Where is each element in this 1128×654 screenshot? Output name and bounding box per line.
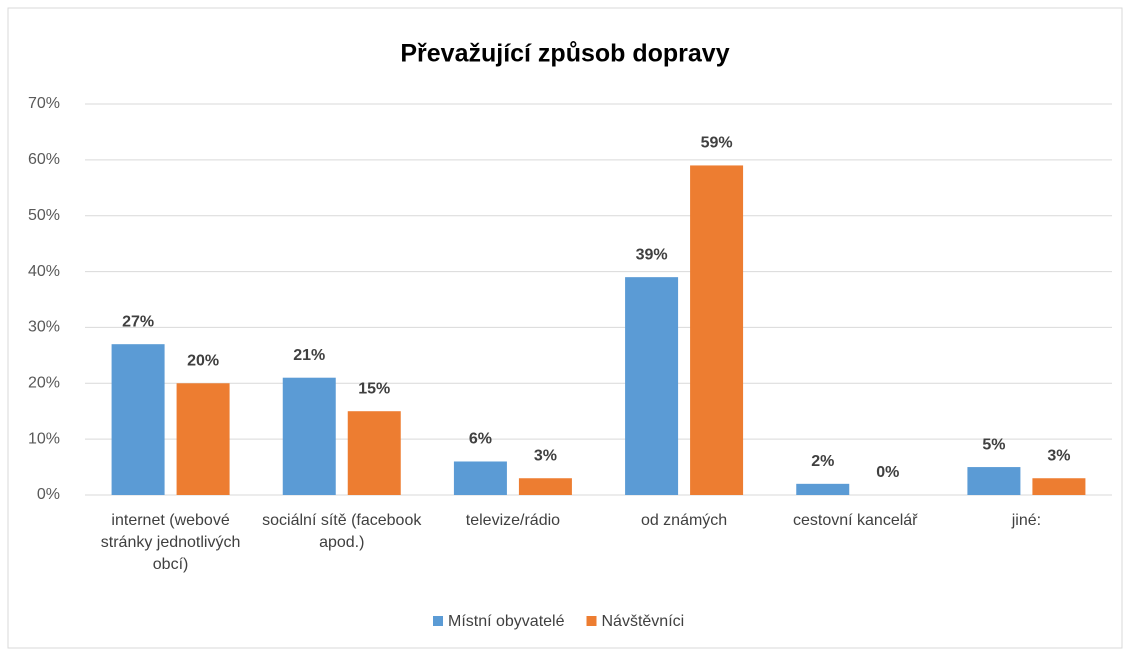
bar (690, 165, 744, 495)
data-label: 20% (187, 353, 219, 370)
y-tick-label: 0% (37, 486, 60, 503)
y-tick-label: 50% (28, 207, 60, 224)
x-tick-label: cestovní kancelář (792, 512, 918, 529)
data-label: 3% (534, 447, 557, 464)
bar (967, 467, 1021, 495)
bar (347, 411, 401, 495)
data-label: 27% (122, 313, 154, 330)
bar (518, 478, 572, 495)
data-label: 59% (701, 135, 733, 152)
y-tick-label: 20% (28, 375, 60, 392)
bar (453, 461, 507, 495)
data-label: 3% (1047, 447, 1070, 464)
y-tick-label: 60% (28, 151, 60, 168)
data-label: 6% (469, 431, 492, 448)
x-tick-label: jiné: (1011, 512, 1042, 529)
bar (1032, 478, 1086, 495)
x-tick-label: sociální sítě (facebook apod.) (262, 512, 422, 551)
data-label: 5% (982, 436, 1005, 453)
bar (625, 277, 679, 495)
legend-label: Návštěvníci (602, 613, 685, 630)
y-tick-label: 40% (28, 263, 60, 280)
legend-swatch (586, 616, 597, 626)
bar (282, 377, 336, 495)
bar (796, 483, 850, 495)
data-label: 21% (293, 347, 325, 364)
x-tick-label: televize/rádio (465, 512, 561, 529)
legend-swatch (433, 616, 443, 626)
chart-title: Převažující způsob dopravy (400, 40, 729, 68)
data-label: 15% (358, 380, 390, 397)
x-tick-label: od známých (640, 512, 728, 529)
data-label: 0% (876, 464, 899, 481)
y-tick-label: 30% (28, 319, 60, 336)
x-tick-label: internet (webové stránky jednotlivých ob… (100, 512, 241, 573)
bar (176, 383, 230, 495)
legend-label: Místní obyvatelé (448, 613, 565, 630)
y-tick-label: 10% (28, 430, 60, 447)
bar (111, 344, 165, 495)
data-label: 2% (811, 453, 834, 470)
data-label: 39% (636, 246, 668, 263)
y-tick-label: 70% (28, 95, 60, 112)
chart-frame (7, 7, 1123, 649)
